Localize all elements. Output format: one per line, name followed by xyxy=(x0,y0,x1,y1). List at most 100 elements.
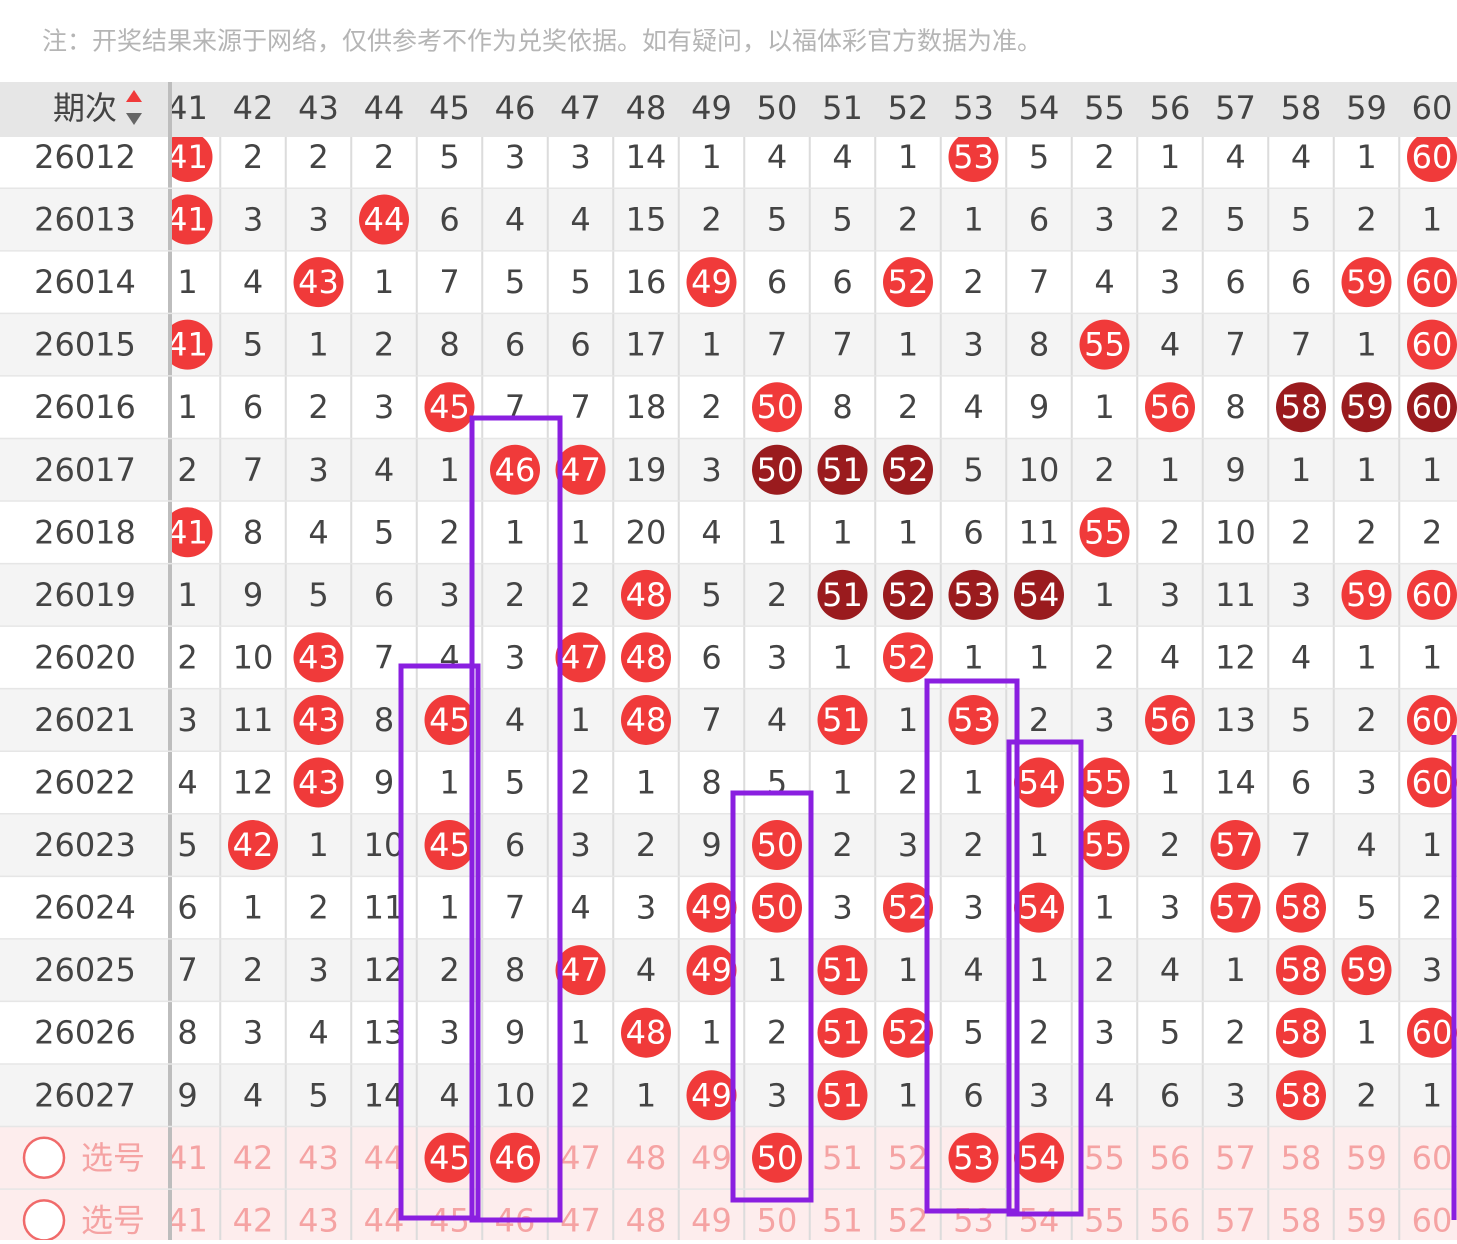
select-number[interactable]: 43 xyxy=(298,1201,339,1239)
cell-value: 3 xyxy=(243,201,263,239)
cell-value: 58 xyxy=(1281,1076,1322,1114)
cell-value: 6 xyxy=(570,326,590,364)
cell-value: 41 xyxy=(167,201,208,239)
cell-value: 5 xyxy=(570,263,590,301)
cell-value: 4 xyxy=(1356,826,1376,864)
cell-value: 59 xyxy=(1346,576,1387,614)
select-number[interactable]: 58 xyxy=(1281,1201,1322,1239)
cell-value: 43 xyxy=(298,764,339,802)
cell-value: 3 xyxy=(308,451,328,489)
cell-value: 5 xyxy=(1225,201,1245,239)
select-number[interactable]: 44 xyxy=(364,1139,405,1177)
select-number[interactable]: 51 xyxy=(822,1201,863,1239)
select-number[interactable]: 53 xyxy=(953,1201,994,1239)
select-number[interactable]: 52 xyxy=(888,1139,929,1177)
cell-value: 1 xyxy=(1356,326,1376,364)
cell-value: 1 xyxy=(898,701,918,739)
header-label[interactable]: 期次 xyxy=(53,89,117,127)
cell-value: 4 xyxy=(963,388,983,426)
cell-value: 1 xyxy=(1029,826,1049,864)
select-number[interactable]: 49 xyxy=(691,1201,732,1239)
cell-value: 1 xyxy=(1356,1014,1376,1052)
annotation-box xyxy=(730,790,814,1203)
select-number[interactable]: 56 xyxy=(1150,1139,1191,1177)
select-number[interactable]: 43 xyxy=(298,1139,339,1177)
column-header: 56 xyxy=(1150,89,1191,127)
hit-ball xyxy=(686,945,737,996)
cell-value: 4 xyxy=(243,263,263,301)
hit-ball xyxy=(1407,1007,1457,1058)
select-number[interactable]: 42 xyxy=(233,1201,274,1239)
select-number[interactable]: 60 xyxy=(1412,1201,1453,1239)
cell-value: 2 xyxy=(243,951,263,989)
select-number[interactable]: 53 xyxy=(953,1139,994,1177)
select-number[interactable]: 56 xyxy=(1150,1201,1191,1239)
select-number[interactable]: 54 xyxy=(1019,1139,1060,1177)
cell-value: 58 xyxy=(1281,951,1322,989)
cell-value: 1 xyxy=(1160,451,1180,489)
hit-ball xyxy=(883,569,933,620)
select-number[interactable]: 54 xyxy=(1019,1201,1060,1239)
select-number[interactable]: 52 xyxy=(888,1201,929,1239)
select-number[interactable]: 50 xyxy=(757,1139,798,1177)
select-number[interactable]: 57 xyxy=(1215,1139,1256,1177)
cell-value: 56 xyxy=(1150,701,1191,739)
annotation-box xyxy=(924,678,1020,1214)
select-number[interactable]: 50 xyxy=(757,1201,798,1239)
cell-value: 3 xyxy=(636,889,656,927)
select-number[interactable]: 47 xyxy=(560,1201,601,1239)
column-header: 57 xyxy=(1215,89,1256,127)
hit-ball xyxy=(1341,569,1392,620)
hit-ball xyxy=(621,1007,671,1058)
cell-value: 3 xyxy=(570,138,590,176)
cell-value: 3 xyxy=(439,576,459,614)
hit-ball xyxy=(1407,569,1457,620)
cell-value: 1 xyxy=(1422,826,1442,864)
cell-value: 52 xyxy=(888,576,929,614)
cell-value: 4 xyxy=(963,951,983,989)
select-number[interactable]: 41 xyxy=(167,1201,208,1239)
hit-ball xyxy=(424,820,475,871)
cell-value: 1 xyxy=(505,513,525,551)
radio[interactable] xyxy=(22,1136,66,1180)
cell-value: 51 xyxy=(822,1014,863,1052)
select-number[interactable]: 59 xyxy=(1346,1201,1387,1239)
select-number[interactable]: 46 xyxy=(495,1139,536,1177)
hit-ball xyxy=(1145,694,1195,745)
select-number[interactable]: 42 xyxy=(233,1139,274,1177)
select-number[interactable]: 51 xyxy=(822,1139,863,1177)
period-bg xyxy=(0,438,170,502)
hit-ball xyxy=(817,569,868,620)
select-row-bg xyxy=(0,1126,1457,1190)
select-number[interactable]: 58 xyxy=(1281,1139,1322,1177)
hit-ball xyxy=(293,757,344,808)
header-bg xyxy=(0,82,1457,137)
radio[interactable] xyxy=(22,1199,66,1242)
cell-value: 52 xyxy=(888,451,929,489)
row-bg xyxy=(0,501,1457,564)
cell-value: 1 xyxy=(963,764,983,802)
select-number[interactable]: 49 xyxy=(691,1139,732,1177)
hit-ball xyxy=(883,444,933,495)
select-number[interactable]: 57 xyxy=(1215,1201,1256,1239)
select-number[interactable]: 44 xyxy=(364,1201,405,1239)
select-number[interactable]: 55 xyxy=(1084,1139,1125,1177)
select-number[interactable]: 59 xyxy=(1346,1139,1387,1177)
select-number[interactable]: 41 xyxy=(167,1139,208,1177)
select-number[interactable]: 55 xyxy=(1084,1201,1125,1239)
hit-ball xyxy=(1407,694,1457,745)
select-number[interactable]: 48 xyxy=(626,1201,667,1239)
cell-value: 4 xyxy=(243,1076,263,1114)
column-header: 58 xyxy=(1281,89,1322,127)
column-header: 48 xyxy=(626,89,667,127)
select-number[interactable]: 60 xyxy=(1412,1139,1453,1177)
cell-value: 16 xyxy=(626,263,667,301)
hit-ball xyxy=(490,444,540,495)
cell-value: 12 xyxy=(364,951,405,989)
select-number[interactable]: 45 xyxy=(429,1139,470,1177)
cell-value: 5 xyxy=(177,826,197,864)
select-number[interactable]: 48 xyxy=(626,1139,667,1177)
column-header: 55 xyxy=(1084,89,1125,127)
select-number[interactable]: 47 xyxy=(560,1139,601,1177)
hit-ball xyxy=(555,444,606,495)
